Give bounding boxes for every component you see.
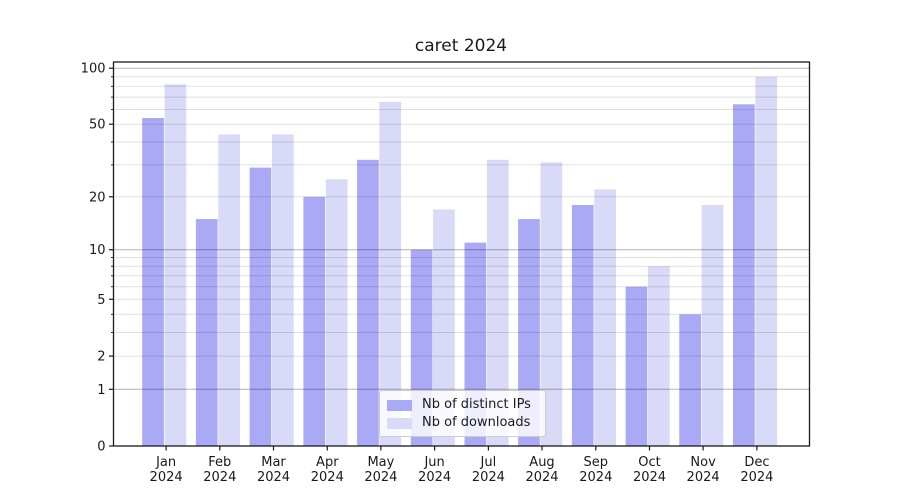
x-tick-label-year-sep: 2024 xyxy=(579,470,612,485)
legend-swatch-downloads xyxy=(387,417,412,429)
y-tick-label-5: 5 xyxy=(97,293,105,308)
bar-downloads-may xyxy=(379,101,402,447)
bar-distinct-ips-dec xyxy=(733,104,755,447)
x-tick-label-year-dec: 2024 xyxy=(740,470,773,485)
bar-downloads-mar xyxy=(272,134,294,446)
legend-label-distinct-ips: Nb of distinct IPs xyxy=(422,397,531,412)
x-tick-label-sep: Sep xyxy=(584,455,609,470)
bar-downloads-oct xyxy=(648,266,670,446)
x-tick-label-dec: Dec xyxy=(744,455,769,470)
bar-distinct-ips-nov xyxy=(679,314,701,446)
x-tick-label-year-may: 2024 xyxy=(364,470,397,485)
x-tick-label-year-mar: 2024 xyxy=(257,470,290,485)
x-tick-label-mar: Mar xyxy=(261,455,286,470)
x-tick-label-jun: Jun xyxy=(423,455,444,470)
bar-distinct-ips-feb xyxy=(195,219,218,446)
y-tick-label-100: 100 xyxy=(81,62,106,77)
x-tick-label-year-aug: 2024 xyxy=(525,470,558,485)
x-tick-label-year-nov: 2024 xyxy=(687,470,720,485)
x-tick-label-may: May xyxy=(367,455,394,470)
x-tick-label-year-jan: 2024 xyxy=(150,470,183,485)
bar-distinct-ips-jan xyxy=(142,118,164,446)
legend-entry-distinct-ips: Nb of distinct IPs xyxy=(387,397,537,413)
x-tick-label-oct: Oct xyxy=(638,455,660,470)
bar-distinct-ips-mar xyxy=(249,167,272,446)
legend: Nb of distinct IPs Nb of downloads xyxy=(379,390,546,437)
chart-title: caret 2024 xyxy=(414,36,508,56)
x-tick-label-jan: Jan xyxy=(155,455,176,470)
y-tick-label-2: 2 xyxy=(97,350,105,365)
bar-downloads-dec xyxy=(755,76,778,447)
y-tick-label-1: 1 xyxy=(97,383,105,398)
bar-distinct-ips-sep xyxy=(571,205,594,446)
x-tick-label-aug: Aug xyxy=(529,455,554,470)
bar-downloads-nov xyxy=(701,205,724,446)
bar-downloads-aug xyxy=(540,162,563,447)
bar-downloads-jun xyxy=(433,209,455,446)
y-tick-label-10: 10 xyxy=(89,243,106,258)
x-tick-label-nov: Nov xyxy=(690,455,716,470)
y-tick-label-20: 20 xyxy=(89,190,106,205)
x-tick-label-year-oct: 2024 xyxy=(633,470,666,485)
legend-label-downloads: Nb of downloads xyxy=(422,415,531,430)
x-tick-label-feb: Feb xyxy=(208,455,231,470)
bar-distinct-ips-oct xyxy=(625,286,648,446)
x-tick-label-year-apr: 2024 xyxy=(311,470,344,485)
x-tick-label-apr: Apr xyxy=(316,455,339,470)
bar-distinct-ips-may xyxy=(357,159,379,447)
bar-downloads-jul xyxy=(486,159,509,447)
bar-downloads-jan xyxy=(164,84,187,447)
bar-distinct-ips-aug xyxy=(518,219,540,446)
y-tick-label-50: 50 xyxy=(89,118,106,133)
legend-swatch-distinct-ips xyxy=(387,399,412,411)
bar-distinct-ips-apr xyxy=(303,196,326,446)
bar-downloads-sep xyxy=(594,189,616,446)
x-tick-label-year-jun: 2024 xyxy=(418,470,451,485)
bar-downloads-apr xyxy=(325,179,348,447)
x-tick-label-year-feb: 2024 xyxy=(203,470,236,485)
x-tick-label-year-jul: 2024 xyxy=(472,470,505,485)
legend-entry-downloads: Nb of downloads xyxy=(387,415,537,431)
bar-downloads-feb xyxy=(218,134,240,446)
axes-spines xyxy=(112,61,811,447)
x-tick-label-jul: Jul xyxy=(480,455,497,470)
y-tick-label-0: 0 xyxy=(97,440,105,455)
